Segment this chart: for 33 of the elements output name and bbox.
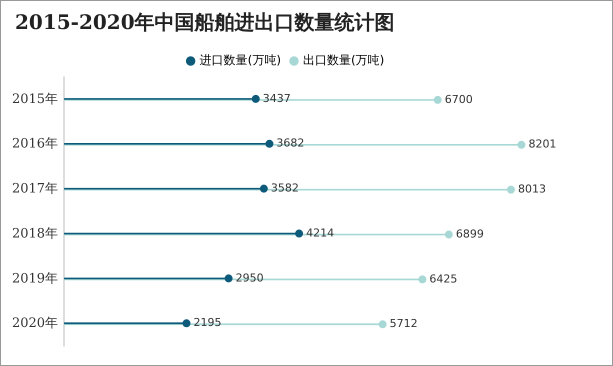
point (418, 275, 426, 284)
data-label: 3682 (276, 136, 304, 150)
y-tick-label: 2019年 (12, 271, 58, 286)
y-tick-label: 2020年 (12, 316, 58, 332)
point (506, 186, 515, 194)
point (444, 230, 453, 239)
point (265, 140, 274, 148)
chart-title: 2015-2020年中国船舶进出口数量统计图 (15, 9, 395, 36)
legend-label: 进口数量(万吨) (200, 53, 282, 68)
y-tick-label: 2015年 (12, 92, 58, 107)
data-label: 4214 (306, 226, 334, 240)
data-label: 6899 (456, 227, 484, 240)
data-label: 2950 (236, 271, 264, 284)
y-tick-label: 2016年 (12, 136, 58, 152)
data-label: 8013 (518, 182, 546, 196)
data-label: 3582 (270, 182, 299, 195)
point (260, 184, 268, 193)
point (434, 96, 442, 104)
point (182, 319, 190, 328)
point (517, 140, 526, 149)
point (295, 230, 304, 238)
data-label: 2195 (193, 316, 222, 330)
legend-label: 出口数量(万吨) (303, 53, 384, 68)
point (252, 94, 260, 103)
data-label: 3437 (262, 92, 291, 105)
data-label: 6425 (429, 272, 458, 286)
point (378, 320, 387, 328)
data-label: 6700 (444, 92, 473, 106)
y-tick-label: 2017年 (12, 182, 58, 197)
point (224, 274, 233, 282)
data-label: 5712 (390, 317, 418, 330)
data-label: 8201 (528, 138, 556, 151)
y-tick-label: 2018年 (12, 226, 58, 242)
